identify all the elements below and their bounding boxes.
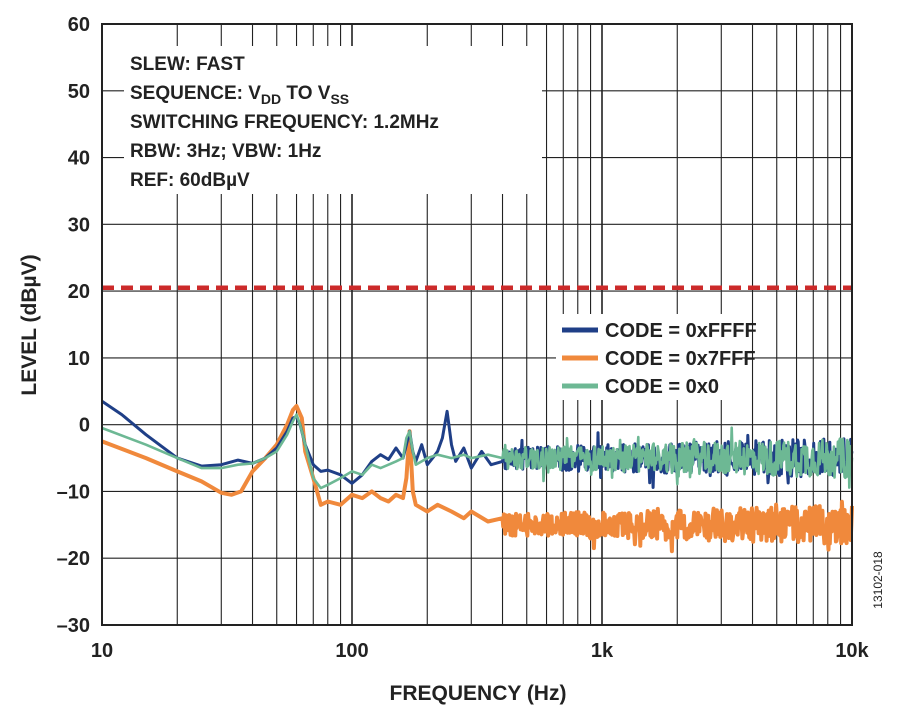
annotation-ref: REF: 60dBµV [130,170,250,191]
legend: CODE = 0xFFFF CODE = 0x7FFF CODE = 0x0 [556,314,757,400]
legend-entry: CODE = 0x7FFF [605,348,756,370]
series-layer [101,400,854,554]
y-tick-label: 40 [68,148,90,170]
legend-entry: CODE = 0xFFFF [605,320,757,342]
x-tick-label: 100 [335,640,368,662]
x-tick-labels: 10 100 1k 10k [91,640,870,662]
annotation-switching-frequency: SWITCHING FREQUENCY: 1.2MHz [130,112,439,133]
y-tick-label: –20 [57,548,90,570]
y-tick-labels: 60 50 40 30 20 10 0 –10 –20 –30 [57,14,90,637]
y-tick-label: –30 [57,615,90,637]
x-tick-label: 10 [91,640,113,662]
x-tick-label: 10k [835,640,869,662]
annotation-rbw-vbw: RBW: 3Hz; VBW: 1Hz [130,141,321,162]
y-tick-label: 50 [68,81,90,103]
plot-frame [101,23,853,626]
annotation-sequence: SEQUENCE: VDD TO VSS [130,83,349,107]
figure-id: 13102-018 [871,551,885,609]
y-tick-label: –10 [57,481,90,503]
annotation-background [124,46,542,194]
annotation-box: SLEW: FAST SEQUENCE: VDD TO VSS SWITCHIN… [124,46,542,194]
series-line-1 [101,404,854,554]
y-tick-label: 0 [79,415,90,437]
x-tick-label: 1k [591,640,614,662]
y-tick-label: 30 [68,214,90,236]
y-tick-label: 20 [68,281,90,303]
y-tick-label: 60 [68,14,90,36]
annotation-slew: SLEW: FAST [130,54,245,75]
x-axis-title: FREQUENCY (Hz) [390,682,567,705]
series-line-2 [101,413,854,490]
y-axis-title: LEVEL (dBµV) [18,254,41,395]
y-tick-label: 10 [68,348,90,370]
legend-entry: CODE = 0x0 [605,376,719,398]
